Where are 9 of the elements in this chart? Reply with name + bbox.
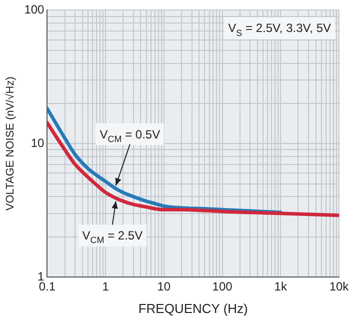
x-tick-label: 1 [102, 280, 110, 294]
x-tick-label: 10 [157, 280, 171, 294]
y-axis-title: VOLTAGE NOISE (nV/√Hz) [4, 76, 17, 211]
x-tick-label: 10k [329, 280, 350, 294]
x-tick-label: 1k [274, 280, 288, 294]
x-tick-label: 100 [212, 280, 233, 294]
y-tick-label: 10 [30, 136, 45, 150]
y-tick-label: 100 [24, 2, 45, 17]
x-axis-title: FREQUENCY (Hz) [138, 300, 248, 316]
